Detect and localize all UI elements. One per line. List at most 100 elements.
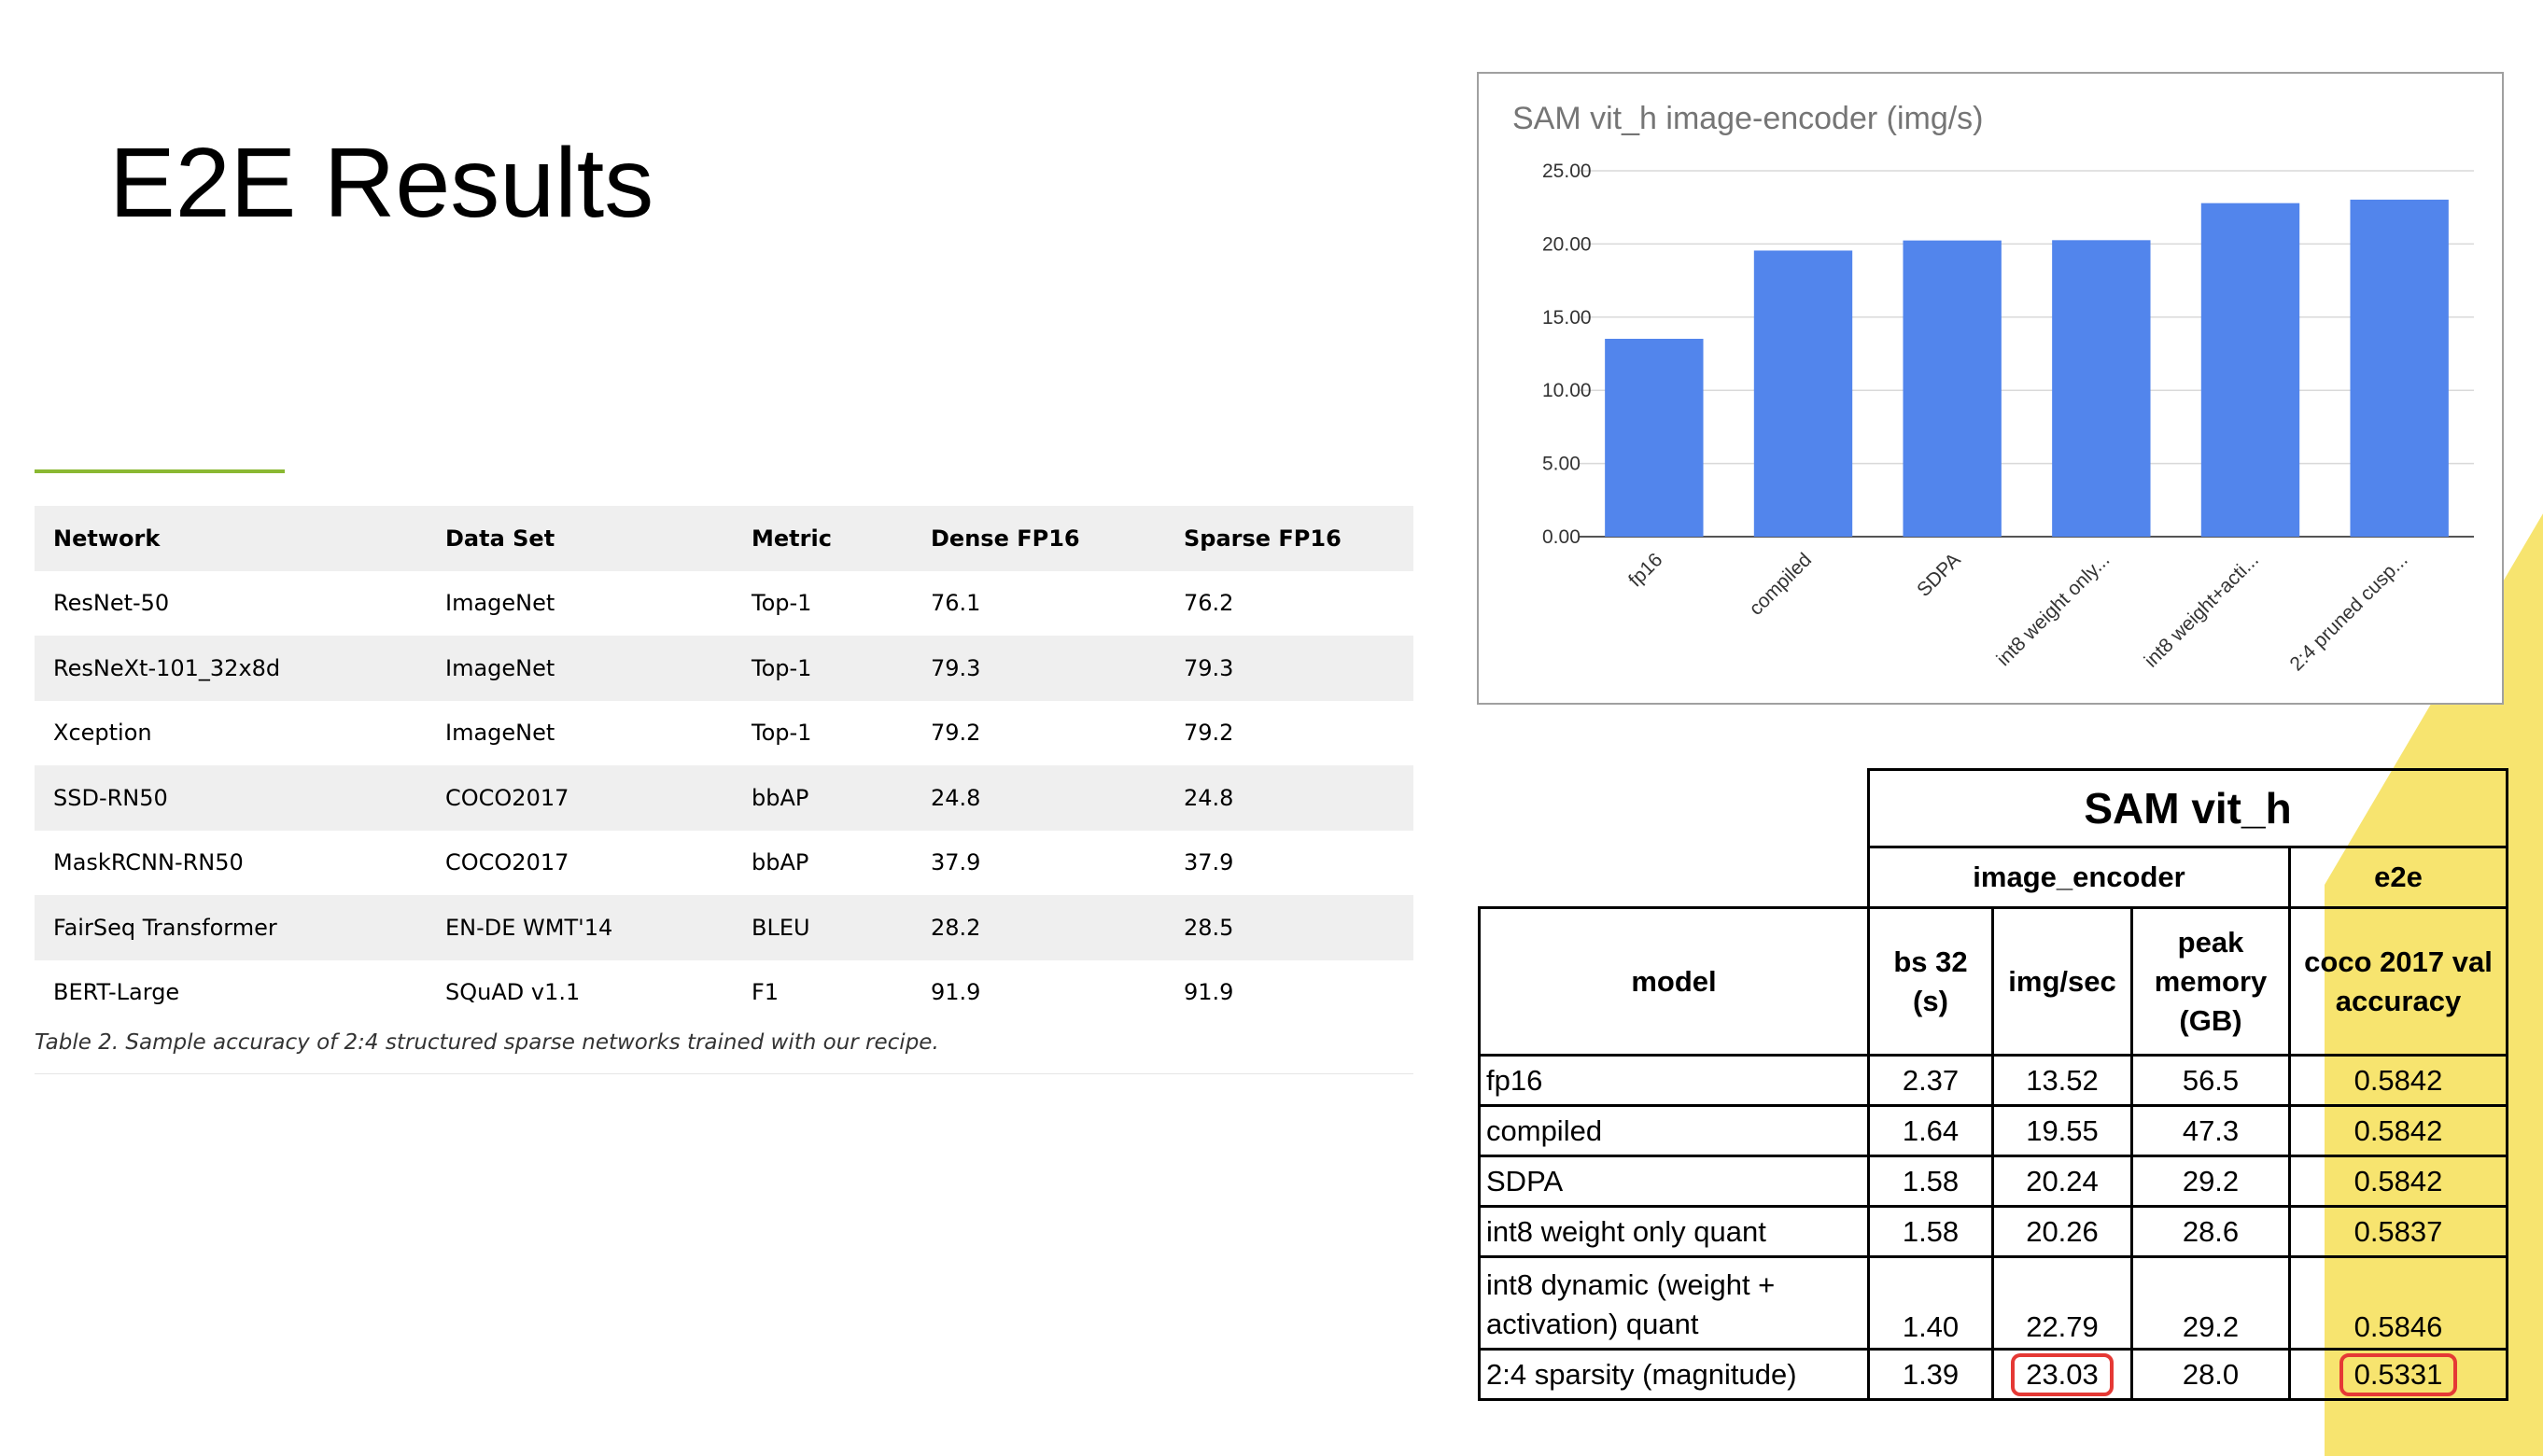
col-coco-accuracy: coco 2017 val accuracy — [2288, 906, 2508, 1057]
slide-title: E2E Results — [109, 128, 654, 238]
cell-img-sec: 22.79 — [1991, 1255, 2133, 1351]
cell-metric: Top-1 — [733, 570, 912, 636]
cell-network: FairSeq Transformer — [35, 895, 427, 960]
col-peak-memory: peak memory (GB) — [2130, 906, 2291, 1057]
blank-corner — [1479, 769, 1870, 909]
header-metric: Metric — [733, 506, 912, 571]
table-row: SDPA 1.58 20.24 29.2 0.5842 — [1478, 1155, 2508, 1208]
x-tick-label: compiled — [1745, 549, 1816, 620]
cell-data-set: SQuAD v1.1 — [427, 959, 733, 1025]
cell-peak-memory: 28.6 — [2130, 1205, 2291, 1258]
cell-bs32: 1.40 — [1867, 1255, 1994, 1351]
cell-sparse-fp16: 79.3 — [1165, 636, 1413, 701]
cell-network: SSD-RN50 — [35, 765, 427, 831]
cell-img-sec: 20.26 — [1991, 1205, 2133, 1258]
cell-img-sec: 19.55 — [1991, 1104, 2133, 1157]
cell-bs32: 1.39 — [1867, 1348, 1994, 1401]
cell-peak-memory: 29.2 — [2130, 1155, 2291, 1208]
cell-model: int8 weight only quant — [1478, 1205, 1870, 1258]
cell-dense-fp16: 79.2 — [912, 700, 1165, 765]
cell-data-set: COCO2017 — [427, 765, 733, 831]
cell-dense-fp16: 24.8 — [912, 765, 1165, 831]
cell-model: compiled — [1478, 1104, 1870, 1157]
cell-sparse-fp16: 37.9 — [1165, 830, 1413, 895]
cell-bs32: 1.58 — [1867, 1155, 1994, 1208]
table-row: int8 weight only quant 1.58 20.26 28.6 0… — [1478, 1205, 2508, 1258]
table-row: fp16 2.37 13.52 56.5 0.5842 — [1478, 1054, 2508, 1107]
col-bs32: bs 32 (s) — [1867, 906, 1994, 1057]
cell-metric: Top-1 — [733, 636, 912, 701]
cell-bs32: 1.64 — [1867, 1104, 1994, 1157]
table-row: ResNet-50 ImageNet Top-1 76.1 76.2 — [35, 570, 1413, 636]
cell-metric: bbAP — [733, 765, 912, 831]
cell-accuracy: 0.5842 — [2288, 1054, 2508, 1107]
bar-chart: 0.00 5.00 10.00 15.00 20.00 25.00 fp16 compiled… — [1542, 161, 2474, 675]
table-header-row: Network Data Set Metric Dense FP16 Spars… — [35, 506, 1413, 571]
table-row: BERT-Large SQuAD v1.1 F1 91.9 91.9 — [35, 959, 1413, 1025]
cell-peak-memory: 47.3 — [2130, 1104, 2291, 1157]
cell-network: Xception — [35, 700, 427, 765]
cell-accuracy: 0.5846 — [2288, 1255, 2508, 1351]
cell-sparse-fp16: 24.8 — [1165, 765, 1413, 831]
cell-network: ResNeXt-101_32x8d — [35, 636, 427, 701]
cell-sparse-fp16: 76.2 — [1165, 570, 1413, 636]
cell-model: 2:4 sparsity (magnitude) — [1478, 1348, 1870, 1401]
cell-data-set: ImageNet — [427, 570, 733, 636]
cell-sparse-fp16: 79.2 — [1165, 700, 1413, 765]
table-row: SSD-RN50 COCO2017 bbAP 24.8 24.8 — [35, 765, 1413, 831]
x-tick-label: 2:4 pruned cusp... — [2286, 549, 2412, 675]
cell-img-sec: 23.03 — [1991, 1348, 2133, 1401]
cell-network: BERT-Large — [35, 959, 427, 1025]
cell-dense-fp16: 91.9 — [912, 959, 1165, 1025]
bar — [2350, 199, 2449, 538]
cell-network: ResNet-50 — [35, 570, 427, 636]
bar — [2200, 203, 2300, 537]
cell-accuracy: 0.5331 — [2288, 1348, 2508, 1401]
table-row: 2:4 sparsity (magnitude) 1.39 23.03 28.0… — [1478, 1348, 2508, 1401]
cell-model: fp16 — [1478, 1054, 1870, 1107]
bar — [1753, 250, 1853, 537]
cell-metric: bbAP — [733, 830, 912, 895]
cell-model: int8 dynamic (weight + activation) quant — [1478, 1255, 1870, 1351]
table-row: int8 dynamic (weight + activation) quant… — [1478, 1255, 2508, 1351]
y-tick-label: 15.00 — [1542, 307, 1592, 329]
cell-sparse-fp16: 91.9 — [1165, 959, 1413, 1025]
group-e2e: e2e — [2288, 846, 2508, 909]
cell-metric: BLEU — [733, 895, 912, 960]
bar — [1605, 339, 1704, 537]
cell-img-sec: 20.24 — [1991, 1155, 2133, 1208]
cell-model: SDPA — [1478, 1155, 1870, 1208]
group-image-encoder: image_encoder — [1867, 846, 2291, 909]
cell-data-set: ImageNet — [427, 700, 733, 765]
cell-metric: Top-1 — [733, 700, 912, 765]
y-tick-label: 20.00 — [1542, 233, 1592, 255]
cell-sparse-fp16: 28.5 — [1165, 895, 1413, 960]
x-tick-label: SDPA — [1913, 549, 1965, 601]
highlight-img-sec: 23.03 — [2011, 1352, 2114, 1396]
cell-dense-fp16: 76.1 — [912, 570, 1165, 636]
cell-dense-fp16: 28.2 — [912, 895, 1165, 960]
table-row: FairSeq Transformer EN-DE WMT'14 BLEU 28… — [35, 895, 1413, 960]
x-tick-label: int8 weight only... — [1992, 549, 2114, 670]
cell-accuracy: 0.5837 — [2288, 1205, 2508, 1258]
cell-img-sec: 13.52 — [1991, 1054, 2133, 1107]
x-tick-label: fp16 — [1624, 549, 1666, 591]
col-model: model — [1478, 906, 1870, 1057]
bar — [1903, 240, 2002, 537]
bar — [2052, 240, 2151, 537]
sam-table-title: SAM vit_h — [1867, 768, 2508, 848]
cell-accuracy: 0.5842 — [2288, 1104, 2508, 1157]
cell-bs32: 1.58 — [1867, 1205, 1994, 1258]
cell-peak-memory: 28.0 — [2130, 1348, 2291, 1401]
y-tick-label: 5.00 — [1542, 454, 1581, 475]
table-row: Xception ImageNet Top-1 79.2 79.2 — [35, 700, 1413, 765]
title-accent-line — [35, 469, 285, 473]
cell-network: MaskRCNN-RN50 — [35, 830, 427, 895]
highlight-accuracy: 0.5331 — [2339, 1352, 2458, 1396]
cell-data-set: ImageNet — [427, 636, 733, 701]
accuracy-table: Network Data Set Metric Dense FP16 Spars… — [35, 506, 1413, 1025]
cell-metric: F1 — [733, 959, 912, 1025]
col-img-sec: img/sec — [1991, 906, 2133, 1057]
cell-accuracy: 0.5842 — [2288, 1155, 2508, 1208]
cell-dense-fp16: 79.3 — [912, 636, 1165, 701]
